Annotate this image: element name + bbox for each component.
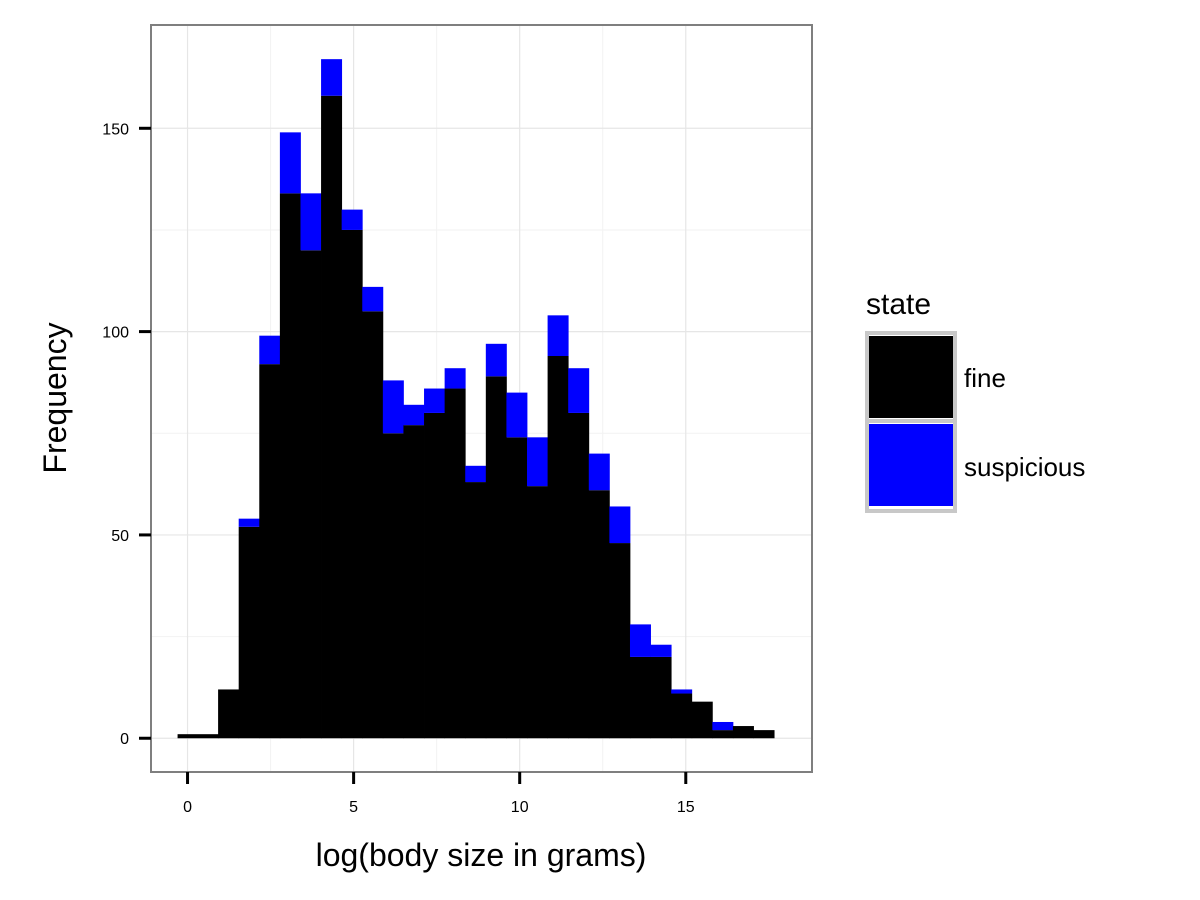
- bar-suspicious: [259, 335, 281, 365]
- bar-fine: [650, 656, 672, 739]
- y-axis-title: Frequency: [37, 322, 73, 473]
- bar-suspicious: [712, 721, 734, 731]
- bar-fine: [712, 730, 734, 739]
- bar-suspicious: [300, 193, 322, 251]
- x-axis-title: log(body size in grams): [316, 837, 647, 873]
- bar-suspicious: [650, 644, 672, 657]
- bar-fine: [238, 526, 260, 739]
- bar-fine: [671, 693, 693, 739]
- bar-suspicious: [321, 59, 343, 96]
- bar-suspicious: [547, 315, 569, 357]
- bar-fine: [753, 730, 775, 739]
- bar-suspicious: [671, 689, 693, 694]
- bar-suspicious: [382, 380, 404, 434]
- bar-fine: [547, 356, 569, 739]
- legend: state fine suspicious: [865, 288, 1085, 513]
- legend-swatch-fine: [869, 336, 953, 418]
- bar-fine: [691, 701, 713, 739]
- bar-fine: [177, 734, 219, 739]
- bar-suspicious: [341, 209, 363, 230]
- bar-suspicious: [568, 368, 590, 413]
- bar-suspicious: [527, 437, 548, 487]
- bar-fine: [424, 412, 446, 739]
- bar-fine: [218, 689, 240, 739]
- x-tick-label: 5: [349, 799, 358, 816]
- bar-fine: [588, 490, 610, 739]
- bar-suspicious: [588, 453, 610, 491]
- bar-fine: [506, 437, 528, 739]
- x-tick-label: 0: [183, 799, 192, 816]
- x-tick-label: 15: [677, 799, 695, 816]
- bar-suspicious: [629, 624, 651, 657]
- bar-fine: [279, 193, 301, 739]
- bar-suspicious: [424, 388, 446, 413]
- bar-fine: [403, 425, 425, 739]
- bar-suspicious: [279, 132, 301, 194]
- y-tick-label: 100: [102, 325, 129, 342]
- bar-fine: [609, 543, 631, 739]
- bar-suspicious: [609, 506, 631, 544]
- bar-fine: [629, 656, 651, 739]
- bar-suspicious: [403, 404, 425, 426]
- bar-suspicious: [238, 518, 260, 527]
- bar-suspicious: [485, 343, 507, 377]
- bar-suspicious: [506, 392, 528, 438]
- bar-fine: [568, 412, 590, 739]
- legend-label-fine: fine: [964, 363, 1006, 393]
- y-tick-label: 150: [102, 121, 129, 138]
- bar-fine: [300, 250, 322, 739]
- bar-fine: [444, 388, 466, 739]
- y-tick-label: 50: [111, 528, 129, 545]
- legend-swatch-suspicious: [869, 424, 953, 506]
- y-axis: 0 50 100 150: [102, 121, 151, 748]
- bar-fine: [259, 364, 281, 739]
- bar-fine: [732, 726, 754, 739]
- bar-fine: [485, 376, 507, 739]
- bar-suspicious: [362, 286, 384, 312]
- bar-suspicious: [465, 465, 487, 483]
- panel-border: [150, 24, 813, 773]
- legend-title: state: [866, 288, 931, 321]
- legend-label-suspicious: suspicious: [964, 452, 1085, 482]
- bar-fine: [382, 433, 404, 739]
- x-tick-label: 10: [511, 799, 529, 816]
- x-axis: 0 5 10 15: [183, 772, 695, 816]
- bar-fine: [321, 95, 343, 739]
- bar-fine: [527, 486, 548, 739]
- histogram-bars: [177, 59, 775, 739]
- bar-fine: [341, 229, 363, 739]
- bar-suspicious: [444, 368, 466, 389]
- bar-fine: [465, 482, 487, 739]
- y-tick-label: 0: [120, 731, 129, 748]
- bar-fine: [362, 311, 384, 739]
